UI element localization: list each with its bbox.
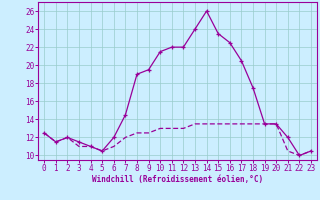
X-axis label: Windchill (Refroidissement éolien,°C): Windchill (Refroidissement éolien,°C) bbox=[92, 175, 263, 184]
